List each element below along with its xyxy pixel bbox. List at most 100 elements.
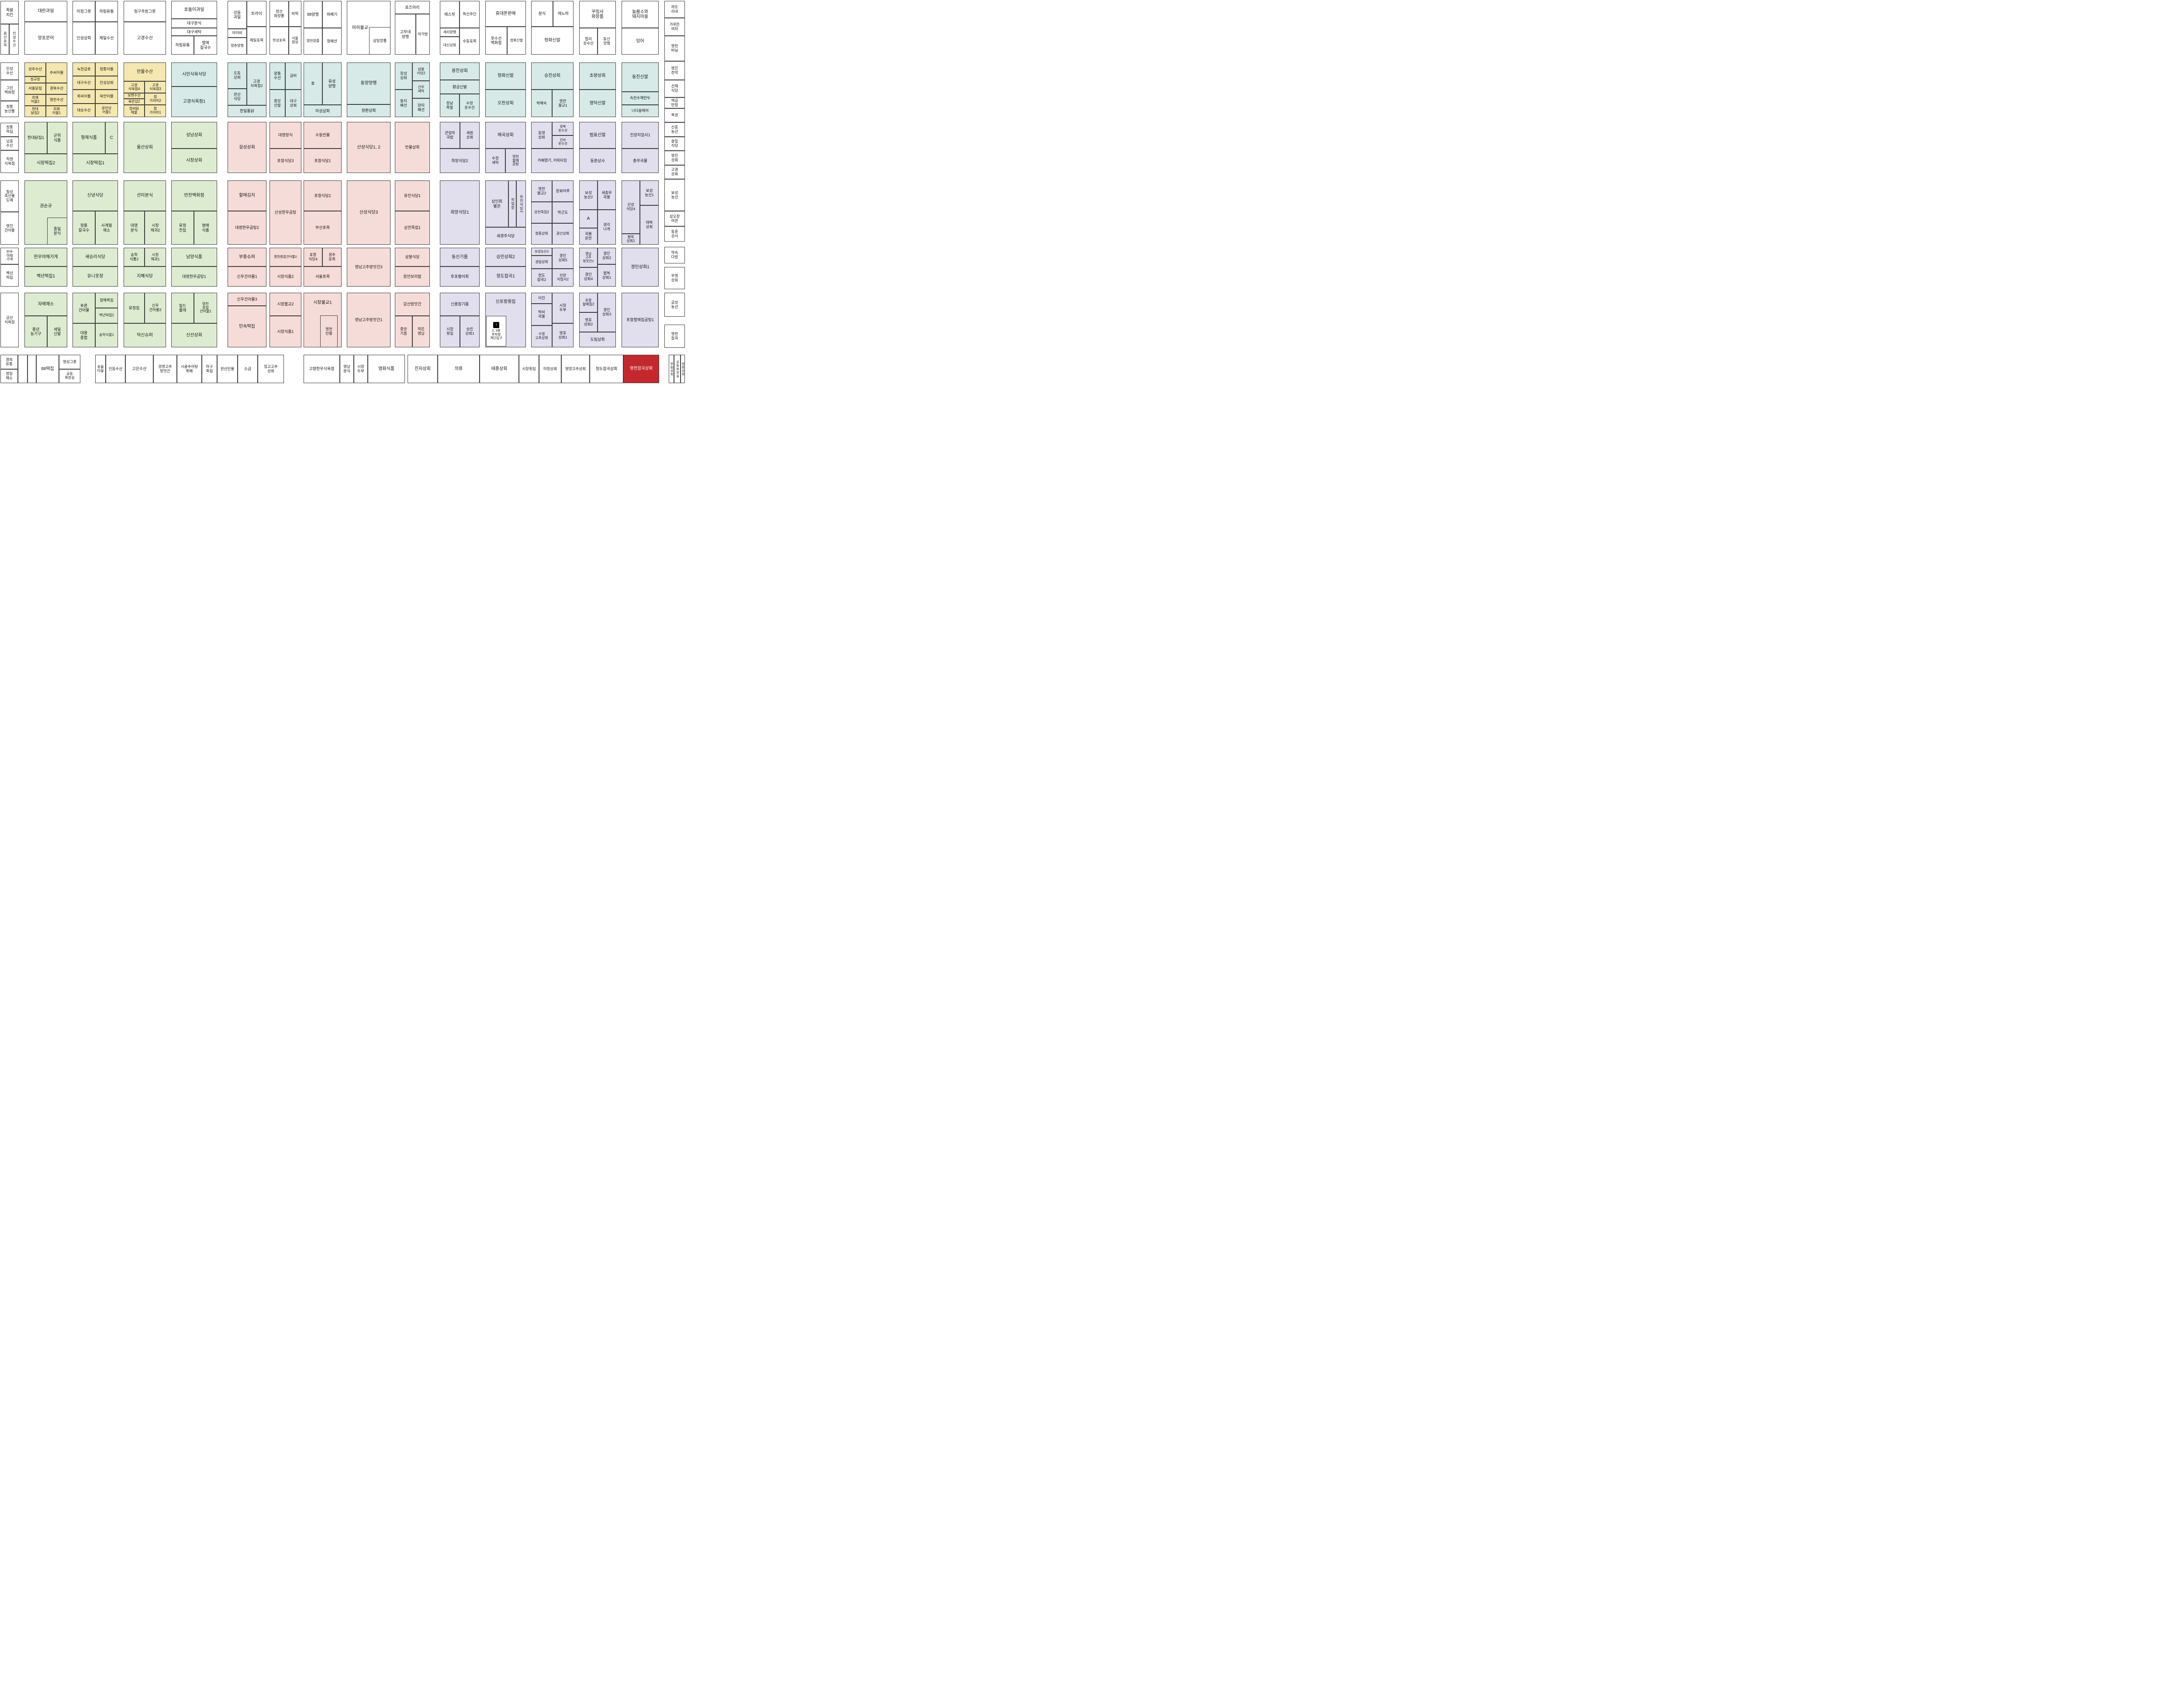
- stall-cell: 고경 식육점2: [247, 62, 266, 105]
- stall-cell: 수정 세탁: [485, 149, 505, 173]
- stall-cell: 강동 과일: [228, 1, 247, 29]
- stall-cell: 희제 어물1: [46, 106, 67, 117]
- stall-cell: 청산 화장품: [270, 1, 289, 27]
- stall-cell: 로즈마리: [395, 1, 430, 14]
- stall-cell: 아가방: [416, 14, 430, 55]
- stall-cell: 꾸밈사 화장품: [579, 1, 616, 28]
- stall-cell: 잉어: [622, 28, 659, 55]
- stall-cell: 중앙 기름: [395, 316, 412, 347]
- stall-cell: 그린 백화점: [0, 80, 19, 101]
- stall-cell: 백년 떡집: [0, 264, 19, 287]
- stall-cell: 소금: [238, 355, 258, 383]
- stall-cell: 용산포목: [0, 24, 9, 55]
- stall-cell: 육만상2: [124, 99, 145, 105]
- stall-cell: 88양행: [304, 1, 322, 28]
- stall-cell: 수동만물: [304, 122, 342, 149]
- stall-cell: 신우 건어물2: [145, 293, 166, 323]
- stall-cell: 염매 식품: [194, 211, 217, 245]
- stall-cell: 도림상회: [579, 332, 616, 347]
- up-arrow-icon: ↑: [493, 322, 499, 329]
- stall-cell: 부림상회: [669, 355, 674, 383]
- stall-cell: 참 가자미2: [145, 93, 166, 105]
- stall-cell: 에스핏: [440, 1, 460, 28]
- stall-cell: 영남고추방앗간3: [347, 248, 390, 287]
- stall-cell: 영천 비닐: [664, 36, 685, 61]
- stall-cell: 영진 상회: [664, 151, 685, 165]
- stall-cell: 진자상회: [408, 355, 438, 383]
- stall-cell: 종일 분식: [47, 218, 67, 245]
- stall-cell: 영천 불교2: [531, 180, 552, 202]
- stall-cell: 울산상회: [124, 122, 166, 173]
- stall-cell: 새승리식당: [73, 248, 118, 267]
- stall-cell: 칠성 축산물 도매: [0, 180, 19, 212]
- stall-cell: 새경주식당: [485, 227, 526, 245]
- stall-cell: 청통상회: [531, 223, 552, 245]
- stall-cell: 가위든 여자: [664, 18, 685, 36]
- stall-cell: 대영한우곰탕1: [171, 267, 217, 287]
- stall-cell: 남흥 수산: [0, 137, 19, 150]
- stall-cell: 참 가자미1: [145, 105, 166, 117]
- stall-cell: 직영 식육점: [0, 150, 19, 173]
- stall-cell: 윤만상 어물1: [95, 104, 118, 117]
- stall-cell: 형제식품: [73, 122, 105, 154]
- stall-cell: 솔잎 식당: [664, 137, 685, 151]
- stall-cell: 시장상회: [171, 149, 217, 173]
- stall-cell: 산성식당1, 2: [347, 122, 390, 173]
- stall-cell: 승진상회: [531, 62, 574, 90]
- stall-cell: 도동 상회: [228, 62, 247, 89]
- stall-cell: 경인 상회2: [598, 248, 616, 264]
- stall-cell: 보성 농산1: [640, 180, 659, 205]
- stall-cell: 성주수산: [24, 62, 46, 76]
- stall-cell: 호돌이과일: [171, 1, 217, 19]
- stall-cell: 산성 식당4: [622, 180, 640, 234]
- stall-cell: 영포 상회2: [579, 312, 598, 332]
- stall-cell: 유성 양행: [322, 62, 342, 105]
- stall-cell: 한우야채가게: [24, 248, 67, 267]
- stall-cell: 영남고추방앗간1: [347, 293, 390, 347]
- stall-cell: 시장불교2: [270, 293, 301, 316]
- stall-cell: 청통 떡집: [0, 123, 19, 137]
- stall-cell: 영남 고추 방앗간2: [579, 248, 598, 267]
- stall-cell: 청동상회: [681, 355, 685, 383]
- stall-cell: 동신기름: [440, 248, 480, 267]
- stall-cell: 속찬수제만두: [622, 92, 659, 105]
- stall-cell: 큰엄마 국밥: [440, 122, 460, 149]
- stall-cell: 선재 식당: [664, 80, 685, 97]
- stall-cell: 용진상회: [440, 62, 480, 80]
- stall-cell: 시장식품2: [270, 267, 301, 287]
- stall-cell: 푸른 건어물: [73, 293, 95, 323]
- stall-cell: 희제 어물2: [24, 94, 46, 106]
- stall-cell: 시장 제과2: [145, 211, 166, 245]
- stall-cell: 부산포목: [304, 211, 342, 245]
- stall-cell: 덕신슈퍼: [124, 323, 166, 347]
- stall-cell: 백년떡집2: [95, 308, 118, 323]
- stall-cell: A: [579, 210, 598, 228]
- stall-cell: 인성상회: [95, 76, 118, 90]
- stall-cell: 송월 타월: [95, 355, 106, 383]
- stall-cell: 경인 상회4: [579, 267, 598, 287]
- stall-cell: 포항식당2: [304, 180, 342, 211]
- stall-cell: 카페향기, 커피타임: [531, 149, 574, 173]
- stall-cell: 금산 식육점: [0, 293, 19, 347]
- stall-cell: 신흥 농산: [664, 122, 685, 137]
- stall-cell: 삼봉식당: [395, 248, 430, 267]
- stall-cell: 백년떡집1: [24, 267, 67, 287]
- stall-cell: 약속 다방: [664, 247, 685, 263]
- stall-cell: 수정 옷수선: [460, 94, 480, 117]
- stall-cell: 트라이: [247, 1, 266, 27]
- stall-cell: 청도 잡곡2: [531, 269, 552, 287]
- stall-cell: 한성포목: [270, 27, 289, 55]
- stall-cell: 레노마: [553, 1, 574, 27]
- stall-cell: 진아 옷수선: [552, 135, 574, 149]
- stall-cell: 영천종합건어물2: [270, 248, 301, 267]
- stall-cell: 영천 할매 곰탕: [505, 149, 526, 173]
- stall-cell: 대구세탁: [171, 28, 217, 36]
- stall-cell: 사계절 채소: [95, 211, 118, 245]
- stall-cell: 문화마루: [552, 180, 574, 202]
- stall-cell: 미정그릇: [73, 1, 95, 22]
- stall-cell: 청통어물: [95, 62, 118, 76]
- stall-cell: 승민 상회1: [460, 316, 480, 347]
- stall-cell: 둥지 패선: [395, 90, 412, 117]
- stall-cell: 성남상회: [171, 122, 217, 149]
- stall-cell: ↑ 2, 3층 주차장 계단입구: [486, 316, 506, 346]
